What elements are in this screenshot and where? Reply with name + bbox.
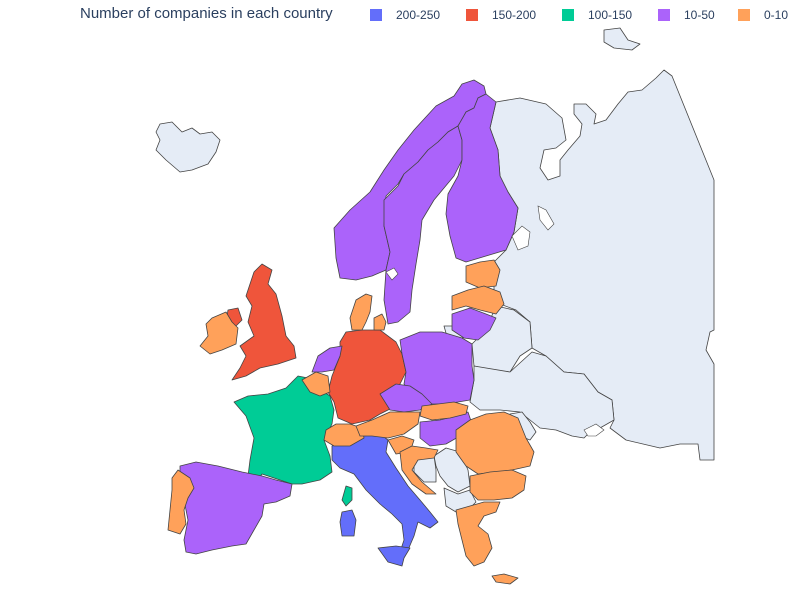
country-sweden[interactable] — [383, 125, 463, 325]
country-austria[interactable] — [355, 411, 421, 439]
country-czech-republic[interactable] — [379, 383, 433, 413]
country-netherlands[interactable] — [311, 345, 343, 373]
country-slovakia[interactable] — [419, 401, 469, 421]
country-spain[interactable] — [179, 461, 293, 555]
legend-label: 0-10 — [764, 8, 789, 22]
country-switzerland[interactable] — [323, 423, 365, 447]
legend-label: 200-250 — [396, 8, 441, 22]
country-denmark[interactable] — [349, 293, 373, 331]
country-lithuania[interactable] — [451, 307, 497, 341]
country-poland[interactable] — [399, 331, 475, 405]
legend-item-100-150[interactable]: 100-150 — [562, 7, 632, 23]
legend-label: 100-150 — [588, 8, 633, 22]
lake-vanern — [385, 267, 399, 281]
country-united-kingdom[interactable] — [231, 263, 297, 381]
legend-swatch — [562, 9, 574, 21]
country-portugal[interactable] — [167, 469, 195, 535]
country-greece[interactable] — [455, 501, 501, 567]
legend-item-0-10[interactable]: 0-10 — [738, 7, 788, 23]
country-finland[interactable] — [445, 93, 519, 263]
country-bulgaria[interactable] — [469, 469, 527, 501]
lake-ladoga — [511, 225, 531, 251]
legend-swatch — [738, 9, 750, 21]
country-crete[interactable] — [491, 573, 519, 585]
legend-swatch — [370, 9, 382, 21]
country-estonia[interactable] — [465, 259, 501, 289]
country-sardinia[interactable] — [339, 509, 357, 537]
legend-swatch — [658, 9, 670, 21]
legend-swatch — [466, 9, 478, 21]
lake-ukraine-sea — [583, 423, 605, 437]
legend-item-10-50[interactable]: 10-50 — [658, 7, 715, 23]
legend-title: Number of companies in each country — [80, 5, 333, 22]
country-russia-island — [603, 27, 641, 51]
country-romania[interactable] — [455, 411, 535, 475]
legend: Number of companies in each country 200-… — [0, 0, 800, 30]
country-denmark-islands[interactable] — [373, 313, 387, 331]
country-corsica[interactable] — [341, 485, 353, 507]
country-belgium[interactable] — [301, 371, 331, 397]
legend-label: 10-50 — [684, 8, 715, 22]
country-ireland[interactable] — [199, 311, 239, 355]
country-france[interactable] — [233, 375, 335, 487]
country-latvia[interactable] — [451, 285, 505, 315]
country-croatia[interactable] — [399, 445, 439, 495]
country-iceland[interactable] — [155, 121, 221, 173]
country-sicily[interactable] — [377, 545, 411, 567]
legend-item-150-200[interactable]: 150-200 — [466, 7, 536, 23]
legend-item-200-250[interactable]: 200-250 — [370, 7, 440, 23]
lake-onega — [537, 205, 555, 231]
legend-label: 150-200 — [492, 8, 537, 22]
